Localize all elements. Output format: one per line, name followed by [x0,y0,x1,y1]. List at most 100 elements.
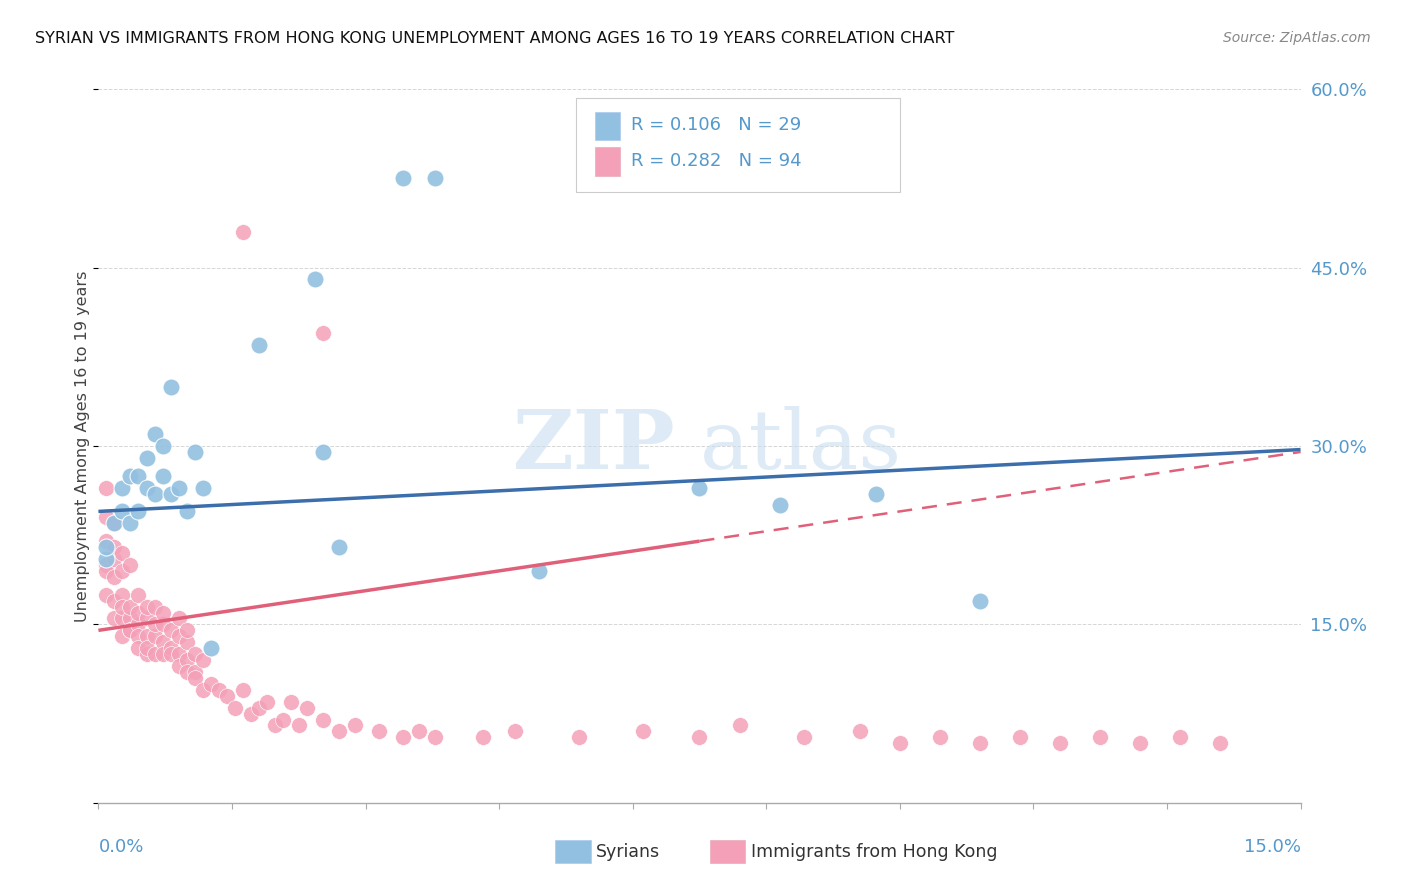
Point [247,338,270,352]
Point [183,445,205,459]
Point [103,516,125,531]
Point [392,171,415,186]
Point [120,611,142,625]
Point [865,486,887,500]
Point [128,629,150,643]
Point [280,695,302,709]
Point [96,552,118,566]
Point [312,713,335,727]
Point [1049,736,1071,750]
Point [423,731,446,745]
Point [111,546,134,560]
Point [271,713,294,727]
Text: ZIP: ZIP [513,406,675,486]
Point [128,606,150,620]
Point [176,665,198,679]
Point [143,617,166,632]
Point [120,468,142,483]
Point [103,611,125,625]
Point [167,647,190,661]
Point [103,570,125,584]
Point [135,599,157,614]
Point [176,504,198,518]
Point [343,718,366,732]
Point [191,682,214,697]
Point [111,588,134,602]
Point [135,450,157,465]
Point [200,677,222,691]
Point [288,718,311,732]
Point [312,326,335,340]
Point [183,647,205,661]
Point [152,647,174,661]
Point [183,665,205,679]
Point [263,718,285,732]
Point [143,427,166,442]
Point [120,624,142,638]
Point [167,659,190,673]
Point [96,588,118,602]
Point [1010,731,1032,745]
Point [503,724,526,739]
Point [120,558,142,572]
Point [159,379,181,393]
Point [111,629,134,643]
Point [159,641,181,656]
Point [152,606,174,620]
Point [167,481,190,495]
Point [128,504,150,518]
Text: SYRIAN VS IMMIGRANTS FROM HONG KONG UNEMPLOYMENT AMONG AGES 16 TO 19 YEARS CORRE: SYRIAN VS IMMIGRANTS FROM HONG KONG UNEM… [35,31,955,46]
Point [111,564,134,578]
Point [167,629,190,643]
Point [103,593,125,607]
Point [689,731,711,745]
Point [191,653,214,667]
Point [633,724,655,739]
Point [200,641,222,656]
Point [191,481,214,495]
Point [793,731,815,745]
Point [143,486,166,500]
Point [568,731,591,745]
Point [689,481,711,495]
Point [472,731,495,745]
Point [176,624,198,638]
Point [143,629,166,643]
Point [167,611,190,625]
Point [96,534,118,549]
Text: 0.0%: 0.0% [98,838,143,856]
Point [96,540,118,554]
Point [152,617,174,632]
Point [96,481,118,495]
Point [135,647,157,661]
Text: atlas: atlas [700,406,901,486]
Point [1129,736,1152,750]
Point [969,736,991,750]
Text: Syrians: Syrians [596,843,661,861]
Point [176,635,198,649]
Point [111,611,134,625]
Point [135,481,157,495]
Point [769,499,792,513]
Point [103,552,125,566]
Point [128,588,150,602]
Point [176,653,198,667]
Point [135,629,157,643]
Point [295,700,318,714]
Point [232,682,254,697]
Text: Immigrants from Hong Kong: Immigrants from Hong Kong [751,843,997,861]
Point [312,445,335,459]
Point [103,516,125,531]
Point [111,599,134,614]
Point [152,468,174,483]
Point [368,724,391,739]
Point [328,724,350,739]
Point [224,700,246,714]
Point [728,718,751,732]
Point [143,599,166,614]
Point [159,647,181,661]
Point [215,689,238,703]
Point [1170,731,1192,745]
Text: 15.0%: 15.0% [1243,838,1301,856]
Point [152,635,174,649]
